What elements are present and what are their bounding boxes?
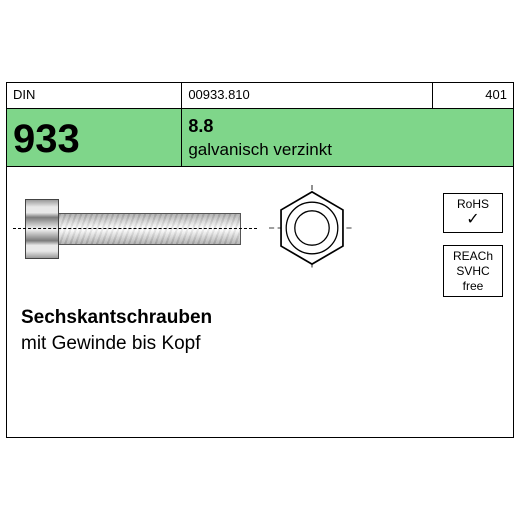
header-row: DIN 00933.810 401 [7,83,513,109]
reach-line1: REACh [446,249,500,264]
spec-row: 933 8.8 galvanisch verzinkt [7,109,513,167]
spec-details: 8.8 galvanisch verzinkt [182,109,513,166]
bolt-hex-view [269,185,355,271]
centerline-icon [13,228,257,229]
bolt-head-icon [25,199,59,259]
description-line1: Sechskantschrauben [21,305,212,331]
rohs-label: RoHS [446,197,500,212]
main-area: Sechskantschrauben mit Gewinde bis Kopf … [7,167,513,437]
check-icon: ✓ [446,212,500,228]
finish: galvanisch verzinkt [188,138,507,162]
spec-sheet: DIN 00933.810 401 933 8.8 galvanisch ver… [6,82,514,438]
description-line2: mit Gewinde bis Kopf [21,331,212,357]
standard-number: 933 [7,109,182,166]
din-label: DIN [7,83,182,108]
bolt-thread-icon [59,213,241,245]
reach-line3: free [446,279,500,294]
reach-badge: REACh SVHC free [443,245,503,297]
grade: 8.8 [188,114,507,138]
rohs-badge: RoHS ✓ [443,193,503,233]
description: Sechskantschrauben mit Gewinde bis Kopf [21,305,212,357]
hex-icon [269,185,355,271]
product-code: 00933.810 [182,83,433,108]
right-code: 401 [433,83,513,108]
bolt-side-view [25,189,245,269]
reach-line2: SVHC [446,264,500,279]
